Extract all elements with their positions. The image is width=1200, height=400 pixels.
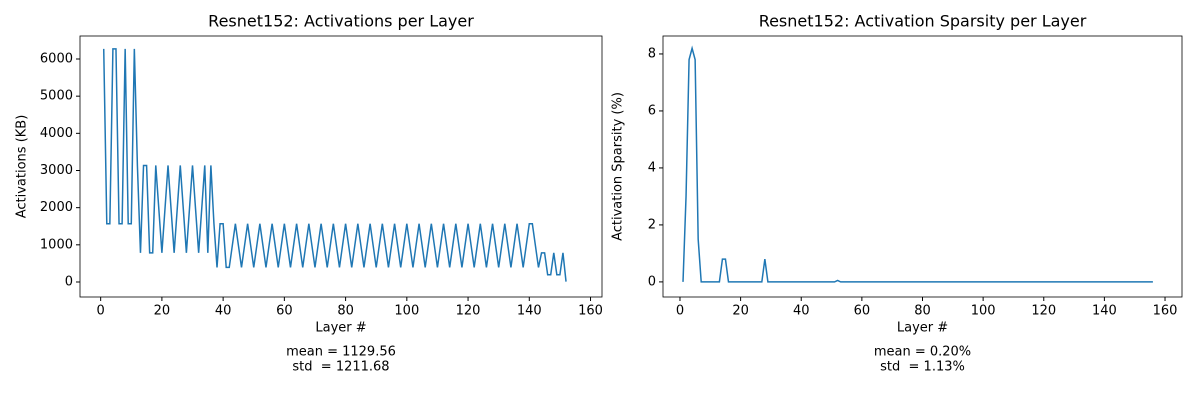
x-tick-label: 80 bbox=[337, 304, 354, 319]
x-tick-label: 40 bbox=[215, 304, 232, 319]
data-line bbox=[102, 48, 567, 282]
y-tick-label: 4000 bbox=[40, 126, 73, 141]
x-tick-label: 140 bbox=[517, 304, 542, 319]
chart-title: Resnet152: Activation Sparsity per Layer bbox=[759, 12, 1087, 31]
stats-annotation: mean = 0.20% bbox=[874, 345, 971, 360]
data-line bbox=[682, 45, 1153, 283]
x-tick-label: 20 bbox=[154, 304, 171, 319]
chart-title: Resnet152: Activations per Layer bbox=[208, 12, 474, 31]
stats-annotation: std = 1211.68 bbox=[292, 360, 389, 375]
x-axis-label: Layer # bbox=[897, 321, 948, 336]
x-tick-label: 40 bbox=[793, 304, 810, 319]
x-tick-label: 0 bbox=[97, 304, 105, 319]
y-tick-label: 6 bbox=[648, 103, 656, 118]
x-tick-label: 100 bbox=[971, 304, 996, 319]
y-axis-label: Activations (KB) bbox=[15, 115, 30, 219]
y-tick-label: 8 bbox=[648, 46, 656, 61]
x-tick-label: 80 bbox=[914, 304, 931, 319]
y-tick-label: 4 bbox=[648, 160, 656, 175]
plot-frame bbox=[662, 35, 1183, 298]
plot-frame bbox=[79, 35, 603, 298]
y-tick-label: 0 bbox=[648, 274, 656, 289]
stats-annotation: mean = 1129.56 bbox=[286, 345, 396, 360]
x-tick-label: 120 bbox=[1031, 304, 1056, 319]
y-tick-label: 1000 bbox=[40, 237, 73, 252]
x-tick-label: 100 bbox=[394, 304, 419, 319]
x-tick-label: 160 bbox=[1153, 304, 1178, 319]
x-tick-label: 20 bbox=[732, 304, 749, 319]
x-tick-label: 140 bbox=[1092, 304, 1117, 319]
x-axis-label: Layer # bbox=[315, 321, 366, 336]
y-tick-label: 5000 bbox=[40, 89, 73, 104]
y-tick-label: 2000 bbox=[40, 200, 73, 215]
y-axis-label: Activation Sparsity (%) bbox=[611, 92, 626, 241]
y-tick-label: 6000 bbox=[40, 52, 73, 67]
x-tick-label: 160 bbox=[578, 304, 603, 319]
x-tick-label: 120 bbox=[456, 304, 481, 319]
y-tick-label: 0 bbox=[65, 274, 73, 289]
x-tick-label: 60 bbox=[276, 304, 293, 319]
y-tick-label: 3000 bbox=[40, 163, 73, 178]
x-tick-label: 60 bbox=[854, 304, 871, 319]
y-tick-label: 2 bbox=[648, 217, 656, 232]
x-tick-label: 0 bbox=[676, 304, 684, 319]
stats-annotation: std = 1.13% bbox=[880, 360, 965, 375]
